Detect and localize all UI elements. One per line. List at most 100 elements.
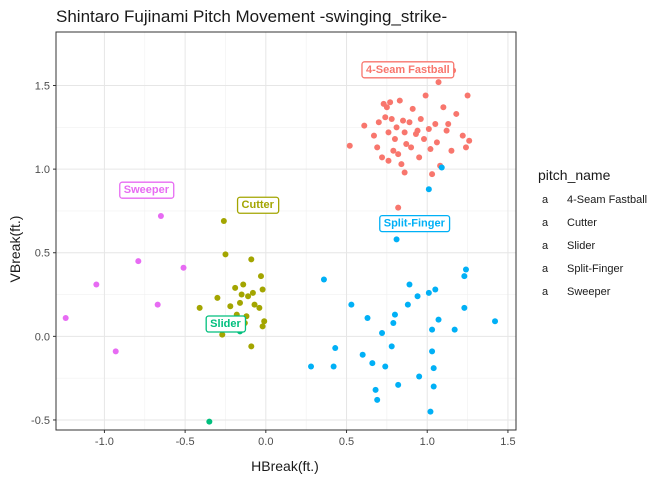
legend-key: a [542, 217, 549, 229]
series-label-box [361, 61, 455, 79]
legend-label: Slider [567, 240, 595, 252]
data-point [440, 104, 447, 111]
data-point [238, 291, 245, 298]
data-point [387, 99, 394, 106]
data-point [433, 139, 440, 146]
data-point [401, 129, 408, 136]
data-point [214, 294, 221, 301]
data-point [445, 120, 452, 127]
data-point [395, 151, 402, 158]
legend: pitch_name a 4-Seam Fastball a Cutter a Slide… [538, 167, 647, 298]
y-axis: -0.5 0.0 0.5 1.0 1.5 [31, 81, 56, 427]
data-point [432, 120, 439, 127]
data-point [461, 304, 468, 311]
data-point [364, 314, 371, 321]
x-tick-label: 0.5 [339, 436, 354, 448]
data-point [396, 97, 403, 104]
series-labels: 4-Seam Fastball Cutter Slider Split-Finger S… [119, 61, 455, 333]
x-axis-title: HBreak(ft.) [251, 458, 319, 474]
data-point [430, 383, 437, 390]
y-tick-label: 1.5 [35, 81, 50, 93]
x-tick-label: -0.5 [176, 436, 195, 448]
data-point [453, 110, 460, 117]
data-point [422, 92, 429, 99]
data-point [417, 115, 424, 122]
data-point [320, 276, 327, 283]
data-point [425, 186, 432, 193]
data-point [232, 284, 239, 291]
data-point [462, 266, 469, 273]
data-point [370, 132, 377, 139]
data-point [227, 303, 234, 310]
data-point [416, 154, 423, 161]
data-point [379, 154, 386, 161]
data-point [154, 301, 161, 308]
data-point [259, 323, 266, 330]
series-label-box [379, 214, 451, 233]
chart-title: Shintaro Fujinami Pitch Movement -swingi… [56, 7, 447, 26]
data-point [435, 316, 442, 323]
data-point [157, 212, 164, 219]
data-point [427, 408, 434, 415]
series-label: Cutter [236, 196, 280, 214]
data-point [435, 79, 442, 86]
data-point [391, 136, 398, 143]
data-point [372, 386, 379, 393]
data-point [408, 144, 415, 151]
series-label-box [119, 181, 175, 199]
data-points [62, 67, 499, 425]
data-point [390, 147, 397, 154]
data-point [448, 147, 455, 154]
data-point [382, 114, 389, 121]
y-axis-title: VBreak(ft.) [7, 216, 23, 283]
data-point [429, 348, 436, 355]
panel-border [55, 31, 517, 431]
data-point [93, 281, 100, 288]
data-point [206, 418, 213, 425]
y-tick-label: -0.5 [31, 415, 50, 427]
data-point [245, 293, 252, 300]
data-point [330, 363, 337, 370]
data-point [196, 304, 203, 311]
data-point [459, 132, 466, 139]
data-point [398, 161, 405, 168]
legend-label: Split-Finger [567, 263, 624, 275]
data-point [443, 127, 450, 134]
data-point [308, 363, 315, 370]
data-point [421, 136, 427, 143]
data-point [395, 204, 402, 211]
data-point [414, 293, 421, 300]
data-point [390, 319, 397, 326]
data-point [374, 144, 381, 151]
series-label-text: Sweeper [124, 184, 170, 196]
data-point [380, 100, 387, 107]
x-tick-label: 0.0 [258, 436, 273, 448]
data-point [466, 137, 473, 144]
data-point [240, 281, 247, 288]
data-point [406, 281, 413, 288]
data-point [385, 157, 392, 164]
data-point [135, 258, 142, 265]
legend-label: 4-Seam Fastball [567, 194, 647, 206]
data-point [359, 351, 366, 358]
data-point [427, 146, 434, 153]
data-point [180, 264, 187, 271]
data-point [112, 348, 119, 355]
data-point [464, 92, 471, 99]
legend-key: a [542, 286, 549, 298]
data-point [403, 141, 410, 148]
x-tick-label: -1.0 [95, 436, 114, 448]
data-point [432, 286, 439, 293]
data-point [388, 343, 395, 350]
legend-label: Sweeper [567, 286, 611, 298]
series-label-box [205, 315, 247, 333]
data-point [248, 343, 255, 350]
data-point [219, 331, 226, 338]
data-point [379, 330, 386, 337]
data-point [388, 115, 395, 122]
data-point [404, 301, 411, 308]
legend-title: pitch_name [538, 167, 611, 183]
data-point [261, 318, 268, 325]
legend-key: a [542, 194, 549, 206]
